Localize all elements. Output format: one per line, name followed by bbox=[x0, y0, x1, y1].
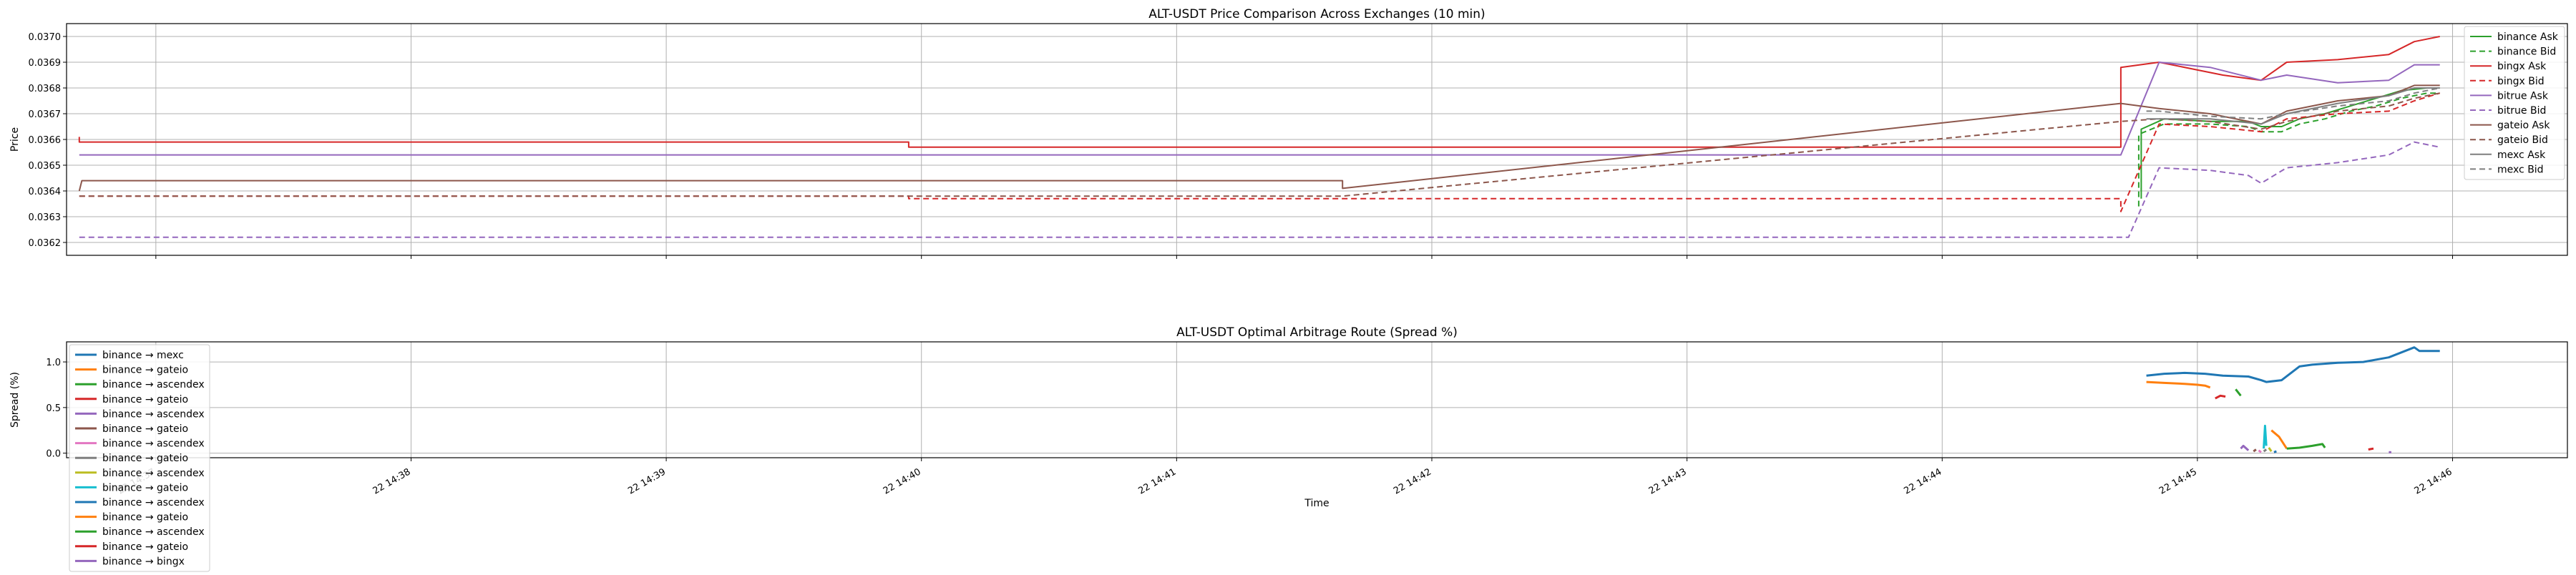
series-line-binance-gateio bbox=[2263, 448, 2268, 453]
y-tick-label: 0.0365 bbox=[29, 161, 62, 172]
legend-entry: binance → gateio bbox=[102, 423, 188, 435]
y-tick-label: 0.0367 bbox=[29, 109, 62, 120]
plot-frame bbox=[66, 341, 2568, 458]
legend-entry: binance → gateio bbox=[102, 482, 188, 493]
legend-entry: binance → bingx bbox=[102, 556, 185, 567]
series-line-binance-ascendex bbox=[2235, 388, 2242, 397]
y-tick-label: 0.0363 bbox=[29, 212, 62, 223]
y-tick-label: 0.0364 bbox=[29, 187, 62, 197]
legend-entry: binance → ascendex bbox=[102, 408, 205, 420]
y-tick-label: 0.0366 bbox=[29, 135, 62, 146]
series-line-binance-gateio bbox=[2215, 394, 2226, 400]
legend-entry: binance → mexc bbox=[102, 350, 184, 361]
series-line-bingx-bid bbox=[79, 92, 2440, 212]
legend: binance → mexc binance → gateio binance → … bbox=[69, 344, 210, 572]
legend-entry: binance Ask bbox=[2497, 31, 2559, 43]
legend-entry: bitrue Bid bbox=[2497, 105, 2546, 117]
series-line-binance-ascendex bbox=[2240, 444, 2250, 451]
series-line-mexc-bid bbox=[2146, 87, 2440, 120]
series-line-binance-gateio bbox=[2368, 447, 2374, 451]
series-line-binance-mexc bbox=[2146, 346, 2440, 383]
y-axis-label: Price bbox=[9, 127, 21, 152]
y-axis-label: Spread (%) bbox=[9, 372, 21, 428]
series-line-bitrue-bid bbox=[79, 141, 2440, 238]
legend-entry: gateio Ask bbox=[2497, 120, 2550, 132]
y-tick-label: 0.0369 bbox=[29, 58, 62, 69]
legend-entry: mexc Bid bbox=[2497, 164, 2544, 175]
chart-title: ALT-USDT Price Comparison Across Exchang… bbox=[1148, 7, 1485, 21]
legend-entry: binance → gateio bbox=[102, 541, 188, 553]
legend-entry: bingx Bid bbox=[2497, 76, 2545, 87]
legend-entry: binance → ascendex bbox=[102, 468, 205, 479]
y-tick-label: 0.0370 bbox=[29, 32, 62, 43]
y-tick-label: 0.0368 bbox=[29, 84, 62, 94]
legend-entry: binance Bid bbox=[2497, 46, 2556, 58]
legend-box bbox=[2464, 26, 2565, 180]
series-line-binance-ascendex bbox=[2268, 447, 2273, 452]
legend-entry: binance → gateio bbox=[102, 512, 188, 524]
series-line-binance-ascendex bbox=[2258, 449, 2262, 453]
chart-title: ALT-USDT Optimal Arbitrage Route (Spread… bbox=[1176, 325, 1458, 340]
series-line-binance-gateio bbox=[2253, 448, 2257, 453]
legend-entry: bingx Ask bbox=[2497, 61, 2547, 72]
y-tick-label: 1.0 bbox=[46, 358, 61, 368]
y-tick-label: 0.0 bbox=[46, 449, 61, 460]
series-line-binance-ascendex bbox=[2286, 443, 2326, 450]
legend-box bbox=[69, 344, 210, 572]
series-line-gateio-bid bbox=[79, 92, 2440, 197]
series-line-bitrue-ask bbox=[79, 62, 2440, 156]
legend-entry: gateio Bid bbox=[2497, 134, 2548, 146]
price-comparison-chart: 0.0362 0.0363 0.0364 0.0365 0.0366 0.0367 0.03… bbox=[9, 7, 2568, 259]
legend-entry: binance → ascendex bbox=[102, 438, 205, 450]
legend-entry: binance → gateio bbox=[102, 453, 188, 464]
legend-entry: mexc Ask bbox=[2497, 149, 2546, 161]
series-line-binance-bid bbox=[2137, 92, 2440, 207]
y-tick-label: 0.5 bbox=[46, 403, 61, 414]
legend-entry: binance → gateio bbox=[102, 365, 188, 376]
plot-frame bbox=[66, 23, 2568, 256]
legend: binance Ask binance Bid bingx Ask bingx Bid… bbox=[2464, 26, 2565, 180]
series-line-binance-gateio bbox=[2263, 424, 2268, 449]
y-tick-label: 0.0362 bbox=[29, 238, 62, 249]
legend-entry: binance → ascendex bbox=[102, 379, 205, 390]
legend-entry: bitrue Ask bbox=[2497, 90, 2549, 102]
series-line-binance-ascendex bbox=[2273, 450, 2277, 453]
legend-entry: binance → gateio bbox=[102, 394, 188, 406]
legend-entry: binance → ascendex bbox=[102, 497, 205, 508]
x-axis-label: Time bbox=[1304, 498, 1329, 509]
series-line-binance-gateio bbox=[2146, 380, 2211, 389]
series-line-binance-gateio bbox=[2270, 429, 2288, 450]
legend-entry: binance → ascendex bbox=[102, 526, 205, 538]
